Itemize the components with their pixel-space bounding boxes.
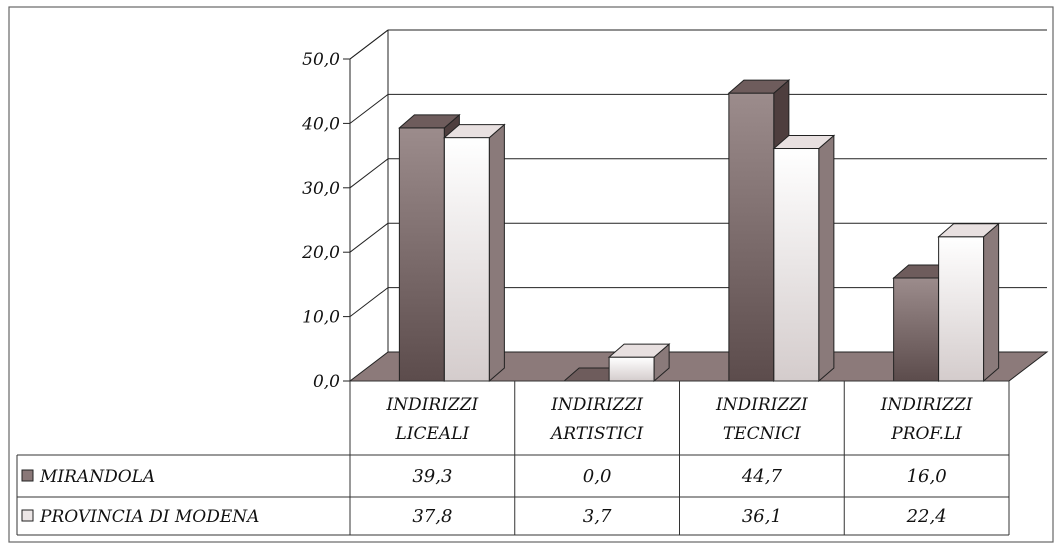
bar-provincia-3 — [937, 222, 1000, 383]
data-cell: 37,8 — [412, 506, 452, 527]
data-cell: 3,7 — [583, 506, 612, 527]
bar-side — [818, 134, 835, 383]
category-label: PROF.LI — [890, 424, 962, 444]
category-label: TECNICI — [723, 424, 801, 444]
category-label: INDIRIZZI — [715, 395, 808, 415]
category-label: ARTISTICI — [549, 424, 644, 444]
side-wall-top-edge — [349, 29, 389, 60]
category-label: INDIRIZZI — [550, 395, 643, 415]
y-tick-label: 20,0 — [301, 243, 340, 263]
y-axis: 0,0 10,0 20,0 30,0 40,0 50,0 — [301, 50, 350, 392]
gridline-side — [349, 94, 389, 124]
bar-front — [608, 356, 655, 382]
data-cell: 0,0 — [583, 466, 612, 487]
y-tick-label: 40,0 — [301, 114, 340, 134]
bar-front — [938, 236, 985, 382]
data-cell: 36,1 — [742, 506, 782, 527]
data-cell: 22,4 — [906, 506, 947, 527]
bar-front — [728, 92, 775, 382]
category-label: INDIRIZZI — [385, 395, 478, 415]
category-label: INDIRIZZI — [880, 395, 973, 415]
chart-border — [8, 6, 1054, 543]
legend-key-0 — [21, 469, 34, 482]
bar-front — [398, 127, 445, 382]
bar-top — [398, 114, 461, 129]
data-cell: 16,0 — [907, 466, 947, 487]
gridline-side — [349, 158, 389, 189]
category-label: LICEALI — [395, 424, 470, 444]
bar-side — [488, 123, 505, 383]
bar-front — [893, 277, 940, 382]
bar-top — [937, 223, 1000, 238]
gridline-side — [349, 222, 389, 253]
data-cell: 39,3 — [412, 466, 452, 487]
bar-top — [607, 343, 671, 358]
bar-front — [443, 137, 490, 382]
gridline-side — [349, 287, 389, 317]
y-tick-label: 10,0 — [302, 308, 340, 328]
bar-side — [983, 222, 1000, 383]
bar-top — [727, 79, 791, 94]
data-table: INDIRIZZI LICEALI INDIRIZZI ARTISTICI INDIRI… — [16, 380, 1010, 536]
bar-provincia-1 — [607, 343, 671, 383]
bar-provincia-2 — [772, 134, 836, 383]
y-tick-label: 50,0 — [302, 50, 340, 70]
series-name: PROVINCIA DI MODENA — [39, 507, 259, 527]
bar-front — [773, 148, 820, 382]
series-name: MIRANDOLA — [39, 467, 155, 487]
y-tick-label: 0,0 — [313, 372, 340, 392]
bar-provincia-0 — [443, 123, 506, 383]
bar-top — [772, 135, 836, 150]
bar-top — [443, 124, 506, 139]
y-tick-label: 30,0 — [302, 179, 340, 199]
data-cell: 44,7 — [741, 466, 783, 487]
legend-key-1 — [21, 509, 34, 522]
bars-layer — [398, 79, 1000, 383]
